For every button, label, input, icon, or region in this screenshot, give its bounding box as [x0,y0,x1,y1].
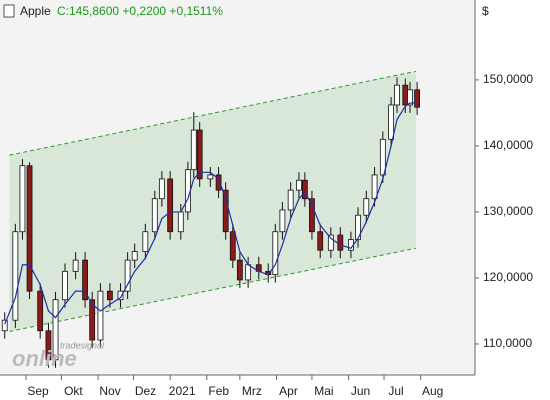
candle-body [45,330,52,361]
candle-body [301,179,308,200]
candle-body [177,211,184,233]
candle-body [236,259,243,281]
plot-background [0,0,475,375]
channel-area [9,71,416,332]
x-tick-label: Jul [388,384,403,398]
y-tick-label: 120,0000 [483,270,533,284]
channel-line [9,247,417,332]
candle-body [222,189,229,233]
candle-body [37,290,44,332]
moving-average [4,102,418,325]
candle-body [151,198,158,233]
candle-body [12,231,19,321]
watermark: online [12,346,77,371]
x-tick-label: Sep [27,384,49,398]
y-tick-label: 150,0000 [483,72,533,86]
candle-body [317,231,324,251]
symbol-icon [3,4,15,18]
candle-body [142,231,149,252]
candle-body [272,231,279,276]
candle-body [245,264,252,281]
candle-body [215,174,222,191]
x-tick-label: Mrz [242,384,262,398]
candle-body [196,129,203,180]
candle-body [414,89,421,108]
candle-body [62,270,68,301]
candle-body [207,174,214,180]
candle-body [89,299,96,341]
candle-body [19,165,26,233]
candle-body [52,299,59,361]
candle-body [190,129,197,171]
plot [1,70,421,368]
candle-body [296,179,302,191]
candle-body [167,178,174,233]
candle-body [355,214,361,241]
x-tick-label: Aug [422,384,443,398]
candle-body [279,209,286,233]
y-axis-label: $ [482,4,489,18]
x-tick-label: Okt [64,384,83,398]
candle-body [158,178,165,200]
candle-body [394,84,400,106]
candle-body [124,259,131,292]
y-tick-label: 140,0000 [483,138,533,152]
x-tick-label: Dez [135,384,156,398]
x-tick-label: Nov [99,384,120,398]
candle-body [309,198,315,233]
candle-body [72,259,79,272]
watermark-small: tradesignal [60,340,105,350]
candle-body [97,290,104,341]
x-tick-label: Mai [314,384,333,398]
chart-title: Apple [20,4,51,18]
channel-line [9,70,417,156]
x-tick-label: Jun [351,384,370,398]
candle-body [26,165,33,292]
candle-body [327,234,334,251]
candle-body [379,138,386,176]
candle-body [363,198,370,216]
candle-body [337,234,344,251]
x-tick-label: 2021 [169,384,196,398]
candle-body [131,251,138,261]
candle-body [402,84,409,106]
candle-body [117,290,124,301]
x-tick-label: Apr [279,384,298,398]
candle-body [407,89,413,106]
candle-body [82,259,88,301]
candle-body [1,319,8,332]
y-tick-label: 130,0000 [483,204,533,218]
candle-body [106,290,113,301]
candle-body [371,174,378,200]
y-tick-label: 110,0000 [483,336,532,350]
candle-body [388,104,395,140]
quote: C:145,8600 +0,2200 +0,1511% [57,4,223,18]
candle-body [229,231,236,261]
candle-body [287,189,294,211]
x-tick-label: Feb [208,384,229,398]
